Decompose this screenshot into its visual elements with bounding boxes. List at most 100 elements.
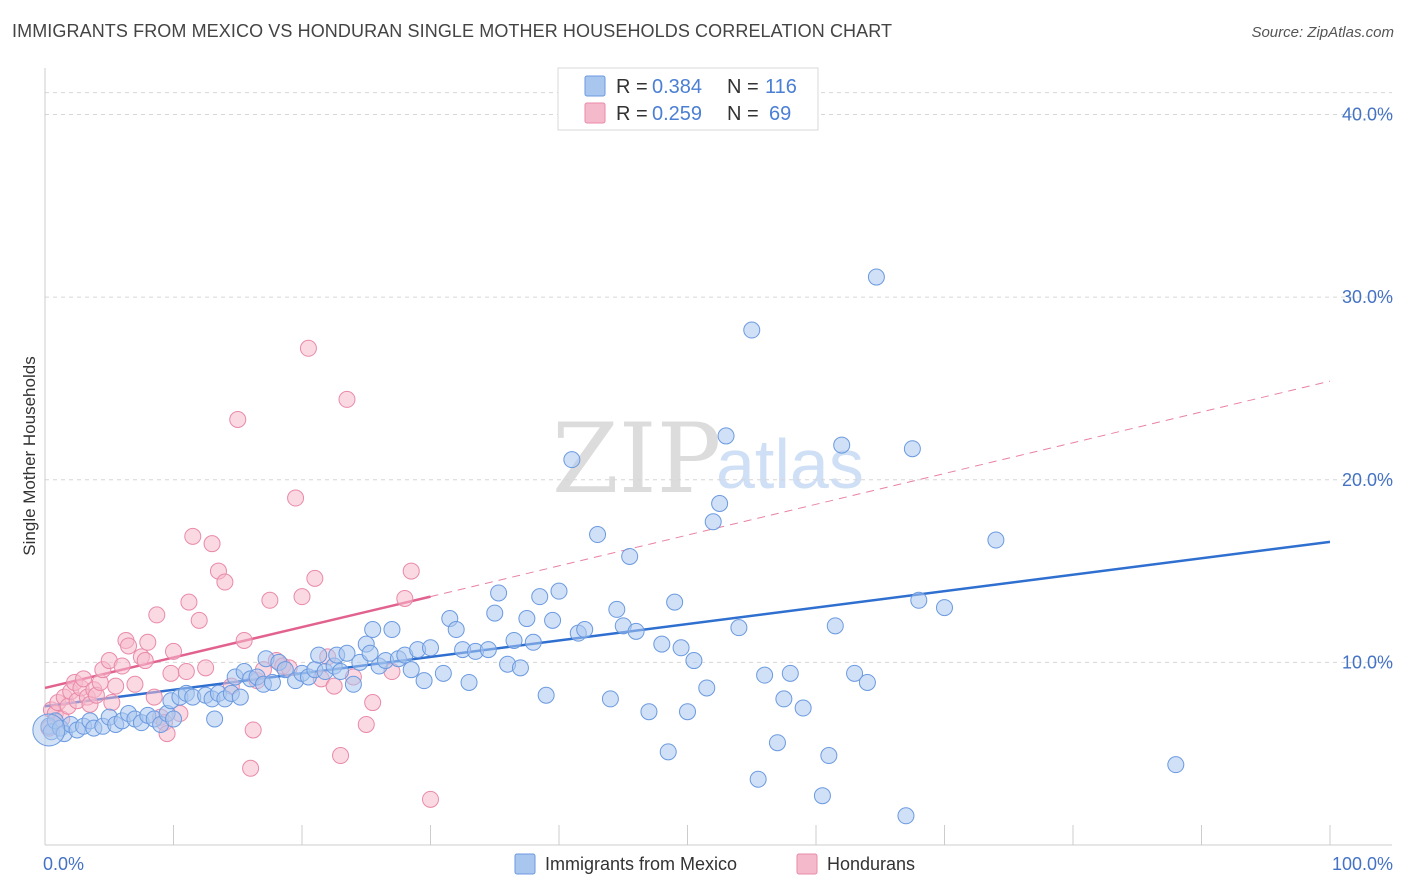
mexico-point [479,641,497,659]
mexico-point [544,611,562,629]
hondurans-point [422,790,439,808]
mexico-r-value: 0.384 [652,76,702,98]
series-legend-hondurans-swatch [796,853,818,875]
mexico-point [743,321,761,339]
mexico-point [903,440,921,458]
mexico-point [550,582,568,600]
hondurans-point [229,410,247,428]
mexico-point [730,619,748,637]
y-tick-label: 10.0% [1342,652,1393,672]
mexico-point [698,679,716,697]
mexico-point [910,591,928,609]
hondurans-point [357,715,375,733]
mexico-point [711,495,729,513]
mexico-point [524,633,542,651]
mexico-point [486,604,504,622]
hondurans-point [364,694,382,712]
mexico-point [987,531,1005,549]
mexico-point [897,807,915,825]
mexico-point [383,621,401,639]
hondurans-point [242,759,260,777]
mexico-n-value: 116 [765,76,797,98]
hondurans-point [165,642,182,660]
hondurans-point [235,631,253,649]
hondurans-point [216,573,234,591]
mexico-point [563,451,581,469]
mexico-point [537,686,555,704]
mexico-point [206,710,224,728]
hondurans-point [136,652,154,670]
mexico-point [781,664,799,682]
mexico-n-label: N = [727,76,759,98]
mexico-point [666,593,684,611]
mexico-point [659,743,677,761]
mexico-point [672,639,690,657]
hondurans-point [244,721,262,739]
hondurans-n-value: 69 [769,103,791,125]
mexico-point [749,770,767,788]
hondurans-point [162,664,180,682]
hondurans-point [184,527,202,545]
mexico-point [717,427,735,445]
mexico-point [775,690,793,708]
mexico-point [867,268,885,286]
mexico-point [434,664,452,682]
hondurans-point [190,611,208,629]
mexico-point-cluster [32,713,66,747]
mexico-point [332,663,350,681]
mexico-point [231,688,249,706]
mexico-legend-swatch [584,75,606,97]
hondurans-r-label: R = [616,103,648,125]
hondurans-point [197,659,215,677]
watermark: ZIP atlas [552,403,864,515]
hondurans-point [177,663,195,681]
mexico-point [601,690,619,708]
series-legend-hondurans-label: Hondurans [827,854,915,874]
mexico-point [833,436,851,454]
series-legend-mexico-label: Immigrants from Mexico [545,854,737,874]
mexico-point [505,631,523,649]
mexico-point [685,652,703,670]
mexico-point [165,710,182,728]
hondurans-point [139,633,157,651]
series-legend-mexico-swatch [514,853,536,875]
x-tick-label-max: 100.0% [1332,854,1393,874]
mexico-point [640,703,658,721]
hondurans-point [145,688,163,706]
mexico-point [627,622,645,640]
hondurans-trend-extension [430,380,1331,598]
mexico-point [402,661,420,679]
chart-title: IMMIGRANTS FROM MEXICO VS HONDURAN SINGL… [12,21,893,41]
mexico-point [846,664,864,682]
hondurans-r-value: 0.259 [652,103,702,125]
mexico-point [826,617,844,635]
mexico-point [820,747,838,765]
mexico-point [794,699,812,717]
hondurans-point [402,562,420,580]
mexico-point [490,584,508,602]
chart-source: Source: ZipAtlas.com [1251,24,1394,41]
mexico-point [531,588,549,606]
stats-legend: R = 0.384 N = 116 R = 0.259 N = 69 [557,67,819,131]
hondurans-point [396,589,414,607]
y-axis-label: Single Mother Households [20,356,39,555]
hondurans-point [338,390,356,408]
hondurans-point [126,675,144,693]
hondurans-point [107,677,125,695]
mexico-point [768,734,786,752]
hondurans-point [113,657,131,675]
hondurans-point [287,489,305,507]
mexico-point [704,513,722,531]
hondurans-point [332,747,350,765]
mexico-point [518,610,536,628]
mexico-point [447,621,465,639]
mexico-point [511,659,529,677]
hondurans-legend-swatch [584,102,606,124]
hondurans-point [261,591,279,609]
mexico-point [653,635,671,653]
mexico-point [858,673,876,691]
mexico-point [364,621,382,639]
mexico-point [576,621,594,639]
hondurans-n-label: N = [727,103,759,125]
